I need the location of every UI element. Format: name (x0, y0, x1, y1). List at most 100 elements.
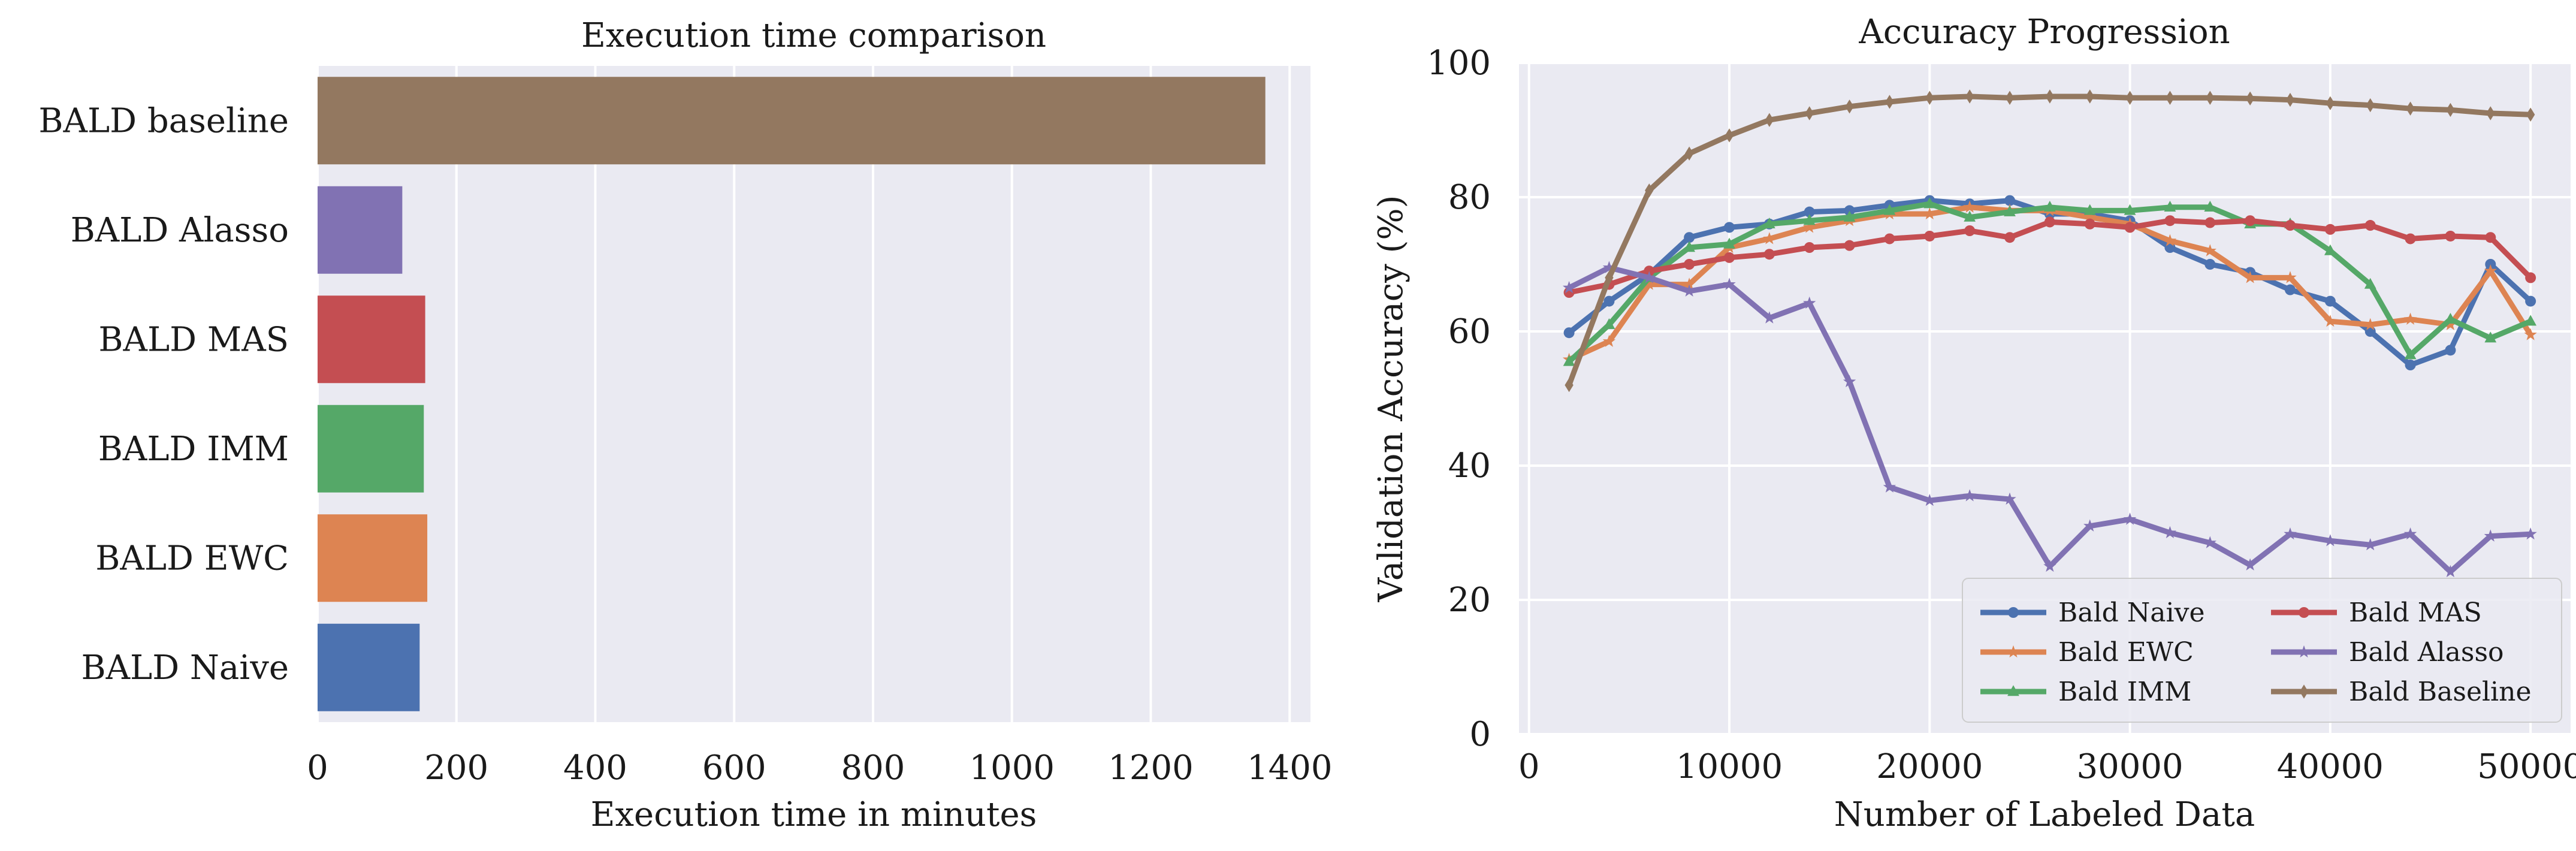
right-y-tick-label: 80 (1448, 178, 1491, 217)
left-x-tick-label: 200 (424, 749, 488, 787)
point-bald-baseline (2166, 90, 2175, 105)
right-x-tick-label: 40000 (2277, 747, 2384, 786)
left-x-tick-label: 0 (307, 749, 328, 787)
point-bald-baseline (1765, 113, 1774, 127)
legend-marker (2007, 645, 2020, 658)
point-bald-mas (1763, 249, 1775, 260)
point-bald-baseline (2085, 89, 2094, 104)
point-bald-alasso (1602, 261, 1616, 273)
point-bald-baseline (2125, 90, 2134, 105)
legend-label: Bald IMM (2058, 677, 2191, 707)
point-bald-imm (1723, 237, 1735, 249)
point-bald-alasso (1963, 489, 1976, 502)
left-x-tick-label: 1200 (1108, 749, 1194, 787)
point-bald-mas (2485, 232, 2496, 243)
point-bald-alasso (1883, 480, 1896, 493)
legend-label: Bald EWC (2058, 637, 2194, 668)
point-bald-imm (1923, 197, 1936, 209)
left-plot-background (318, 66, 1310, 722)
legend-item-bald-imm: Bald IMM (1980, 677, 2191, 707)
point-bald-baseline (1684, 146, 1694, 161)
legend-label: Bald Alasso (2349, 637, 2504, 668)
point-bald-alasso (1723, 277, 1736, 290)
point-bald-baseline (2486, 106, 2495, 120)
point-bald-imm (1763, 218, 1775, 228)
point-bald-alasso (2123, 512, 2137, 525)
point-bald-mas (2124, 222, 2136, 233)
legend: Bald Naive Bald EWC Bald IMM Bald MAS Bald A… (1962, 578, 2562, 723)
point-bald-baseline (2285, 92, 2295, 107)
point-bald-mas (1884, 233, 1895, 245)
point-bald-mas (2285, 220, 2296, 231)
point-bald-alasso (2203, 536, 2216, 548)
point-bald-naive (1603, 295, 1615, 307)
right-series-lines (1562, 89, 2537, 578)
point-bald-ewc (1763, 232, 1776, 245)
right-y-tick-label: 60 (1448, 312, 1491, 351)
point-bald-imm (1683, 241, 1696, 252)
point-bald-baseline (1965, 89, 1974, 104)
point-bald-imm (1603, 318, 1615, 329)
point-bald-naive (2445, 345, 2456, 356)
right-y-tick-label: 20 (1448, 581, 1491, 620)
series-bald-baseline (1565, 89, 2535, 393)
point-bald-ewc (2324, 315, 2337, 327)
left-category-label: BALD baseline (38, 101, 289, 140)
bar-bald-baseline (318, 77, 1266, 165)
point-bald-alasso (1562, 280, 1576, 294)
left-category-label: BALD Naive (81, 648, 289, 687)
left-category-label: BALD Alasso (71, 211, 289, 250)
point-bald-baseline (2526, 107, 2535, 122)
point-bald-imm (1883, 204, 1896, 215)
point-bald-ewc (2524, 328, 2537, 340)
legend-box (1962, 578, 2562, 723)
point-bald-naive (1804, 206, 1815, 218)
point-bald-baseline (1565, 378, 1574, 393)
left-x-tick-label: 1000 (969, 749, 1055, 787)
point-bald-imm (1843, 210, 1856, 222)
point-bald-naive (2004, 195, 2015, 206)
point-bald-mas (2445, 230, 2456, 242)
point-bald-mas (2164, 215, 2176, 227)
point-bald-alasso (2083, 519, 2097, 532)
point-bald-imm (1964, 210, 1976, 222)
point-bald-alasso (1683, 284, 1696, 297)
legend-label: Bald Naive (2058, 597, 2205, 628)
point-bald-baseline (2326, 96, 2335, 110)
left-x-axis-label: Execution time in minutes (591, 795, 1037, 834)
point-bald-mas (1844, 240, 1855, 251)
point-bald-mas (2525, 272, 2536, 283)
point-bald-mas (2245, 215, 2256, 227)
series-bald-alasso (1562, 261, 2537, 578)
point-bald-ewc (1642, 277, 1656, 290)
point-bald-imm (2004, 205, 2016, 216)
point-bald-naive (1724, 222, 1735, 233)
point-bald-baseline (2206, 90, 2215, 105)
point-bald-mas (1924, 230, 1935, 242)
point-bald-alasso (2324, 534, 2337, 547)
point-bald-alasso (2444, 565, 2457, 578)
point-bald-ewc (2484, 264, 2497, 277)
legend-item-bald-ewc: Bald EWC (1980, 637, 2194, 668)
point-bald-alasso (2403, 527, 2417, 540)
point-bald-baseline (2406, 101, 2415, 116)
bar-bald-alasso (318, 186, 403, 274)
right-chart-title: Accuracy Progression (1858, 13, 2230, 52)
point-bald-imm (2083, 204, 2096, 215)
left-category-label: BALD EWC (95, 539, 289, 578)
right-x-axis-label: Number of Labeled Data (1834, 795, 2255, 834)
point-bald-ewc (1803, 221, 1816, 233)
point-bald-baseline (1885, 95, 1894, 109)
legend-item-bald-mas: Bald MAS (2271, 597, 2482, 628)
point-bald-naive (2324, 295, 2336, 307)
point-bald-ewc (2243, 271, 2257, 283)
point-bald-mas (2044, 216, 2055, 228)
right-y-tick-label: 0 (1469, 715, 1491, 754)
point-bald-imm (2204, 201, 2216, 212)
point-bald-ewc (2444, 318, 2457, 330)
right-x-tick-label: 30000 (2076, 747, 2183, 786)
series-bald-mas (1563, 215, 2536, 298)
point-bald-imm (2404, 348, 2417, 360)
